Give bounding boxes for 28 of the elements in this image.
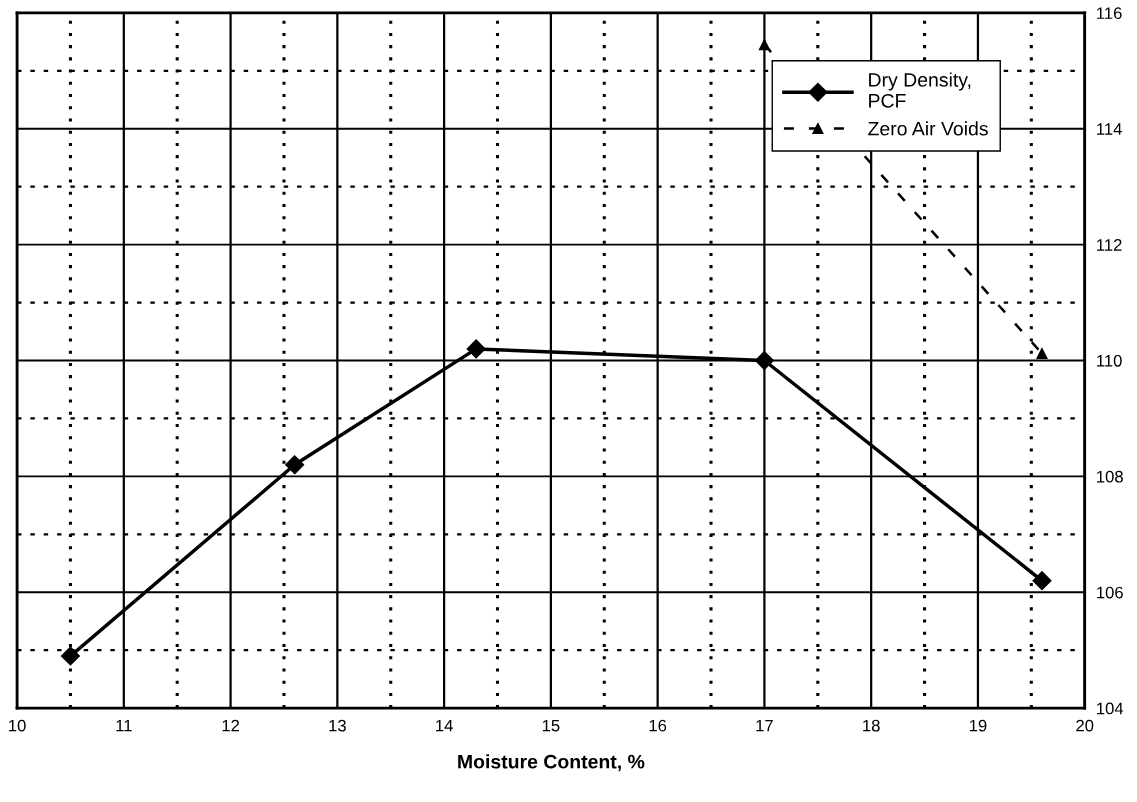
x-tick-label: 11 — [116, 719, 132, 732]
point — [758, 39, 770, 51]
point — [1036, 347, 1048, 360]
point — [1032, 571, 1052, 591]
x-tick-label: 16 — [649, 719, 667, 732]
x-axis-title: Moisture Content, % — [458, 754, 645, 772]
x-tick-label: 10 — [9, 719, 26, 732]
x-tick-label: 20 — [1076, 719, 1094, 732]
y-tick-label: 116 — [1097, 7, 1122, 20]
y-tick-label: 104 — [1097, 702, 1124, 715]
x-tick-label: 18 — [863, 719, 880, 732]
y-tick-label: 112 — [1097, 239, 1122, 251]
x-tick-label: 19 — [969, 719, 987, 732]
legend-label: Zero Air Voids — [868, 121, 988, 136]
point — [60, 646, 80, 666]
x-tick-label: 15 — [542, 719, 560, 732]
y-tick-label: 114 — [1097, 123, 1122, 135]
x-tick-label: 14 — [436, 719, 453, 732]
y-tick-label: 110 — [1097, 354, 1122, 367]
x-tick-label: 13 — [329, 719, 346, 732]
y-tick-label: 106 — [1097, 586, 1123, 599]
x-tick-label: 17 — [756, 719, 773, 732]
point — [466, 339, 486, 359]
x-tick-label: 12 — [222, 719, 240, 732]
y-tick-label: 108 — [1097, 470, 1123, 483]
legend-label: Dry Density, PCF — [869, 72, 971, 108]
point — [285, 455, 305, 475]
point — [754, 350, 774, 371]
